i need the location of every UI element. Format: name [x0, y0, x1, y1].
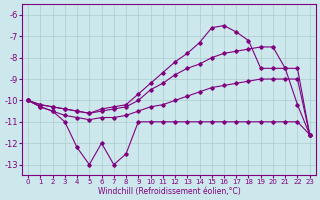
X-axis label: Windchill (Refroidissement éolien,°C): Windchill (Refroidissement éolien,°C)	[98, 187, 240, 196]
